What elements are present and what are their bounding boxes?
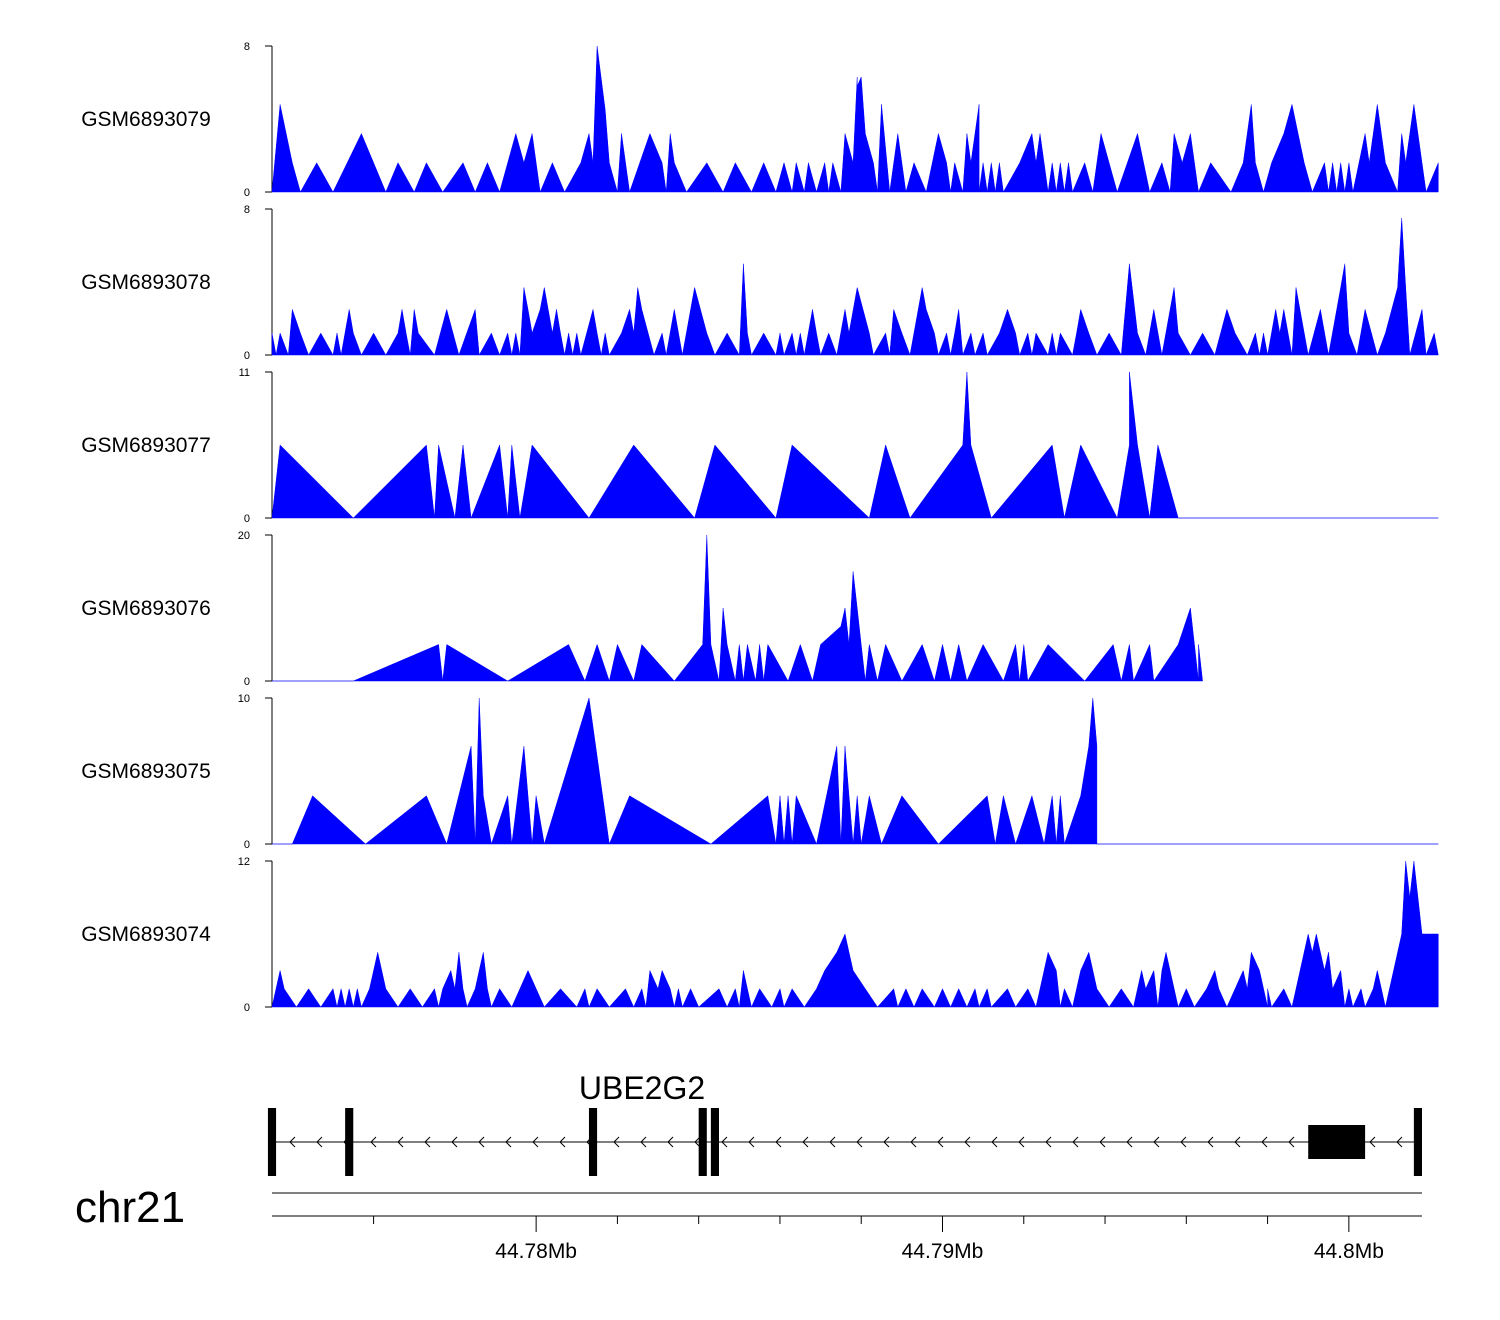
gene-exon xyxy=(698,1108,707,1176)
axis-tick-label: 44.78Mb xyxy=(495,1240,577,1263)
track-label: GSM6893076 xyxy=(81,597,211,620)
strand-chevron xyxy=(370,1136,377,1148)
track-GSM6893075: GSM6893075 10 0 xyxy=(81,693,1439,851)
track-y-tick-label: 0 xyxy=(244,1002,250,1014)
axis-tick-label: 44.79Mb xyxy=(902,1240,984,1263)
strand-chevron xyxy=(856,1136,863,1148)
track-y-tick-label: 0 xyxy=(244,350,250,362)
strand-chevron xyxy=(289,1136,296,1148)
strand-chevron xyxy=(775,1136,782,1148)
strand-chevron xyxy=(937,1136,944,1148)
axis-ticks: 44.78Mb 44.79Mb 44.8Mb xyxy=(373,1216,1384,1263)
strand-chevron xyxy=(1369,1136,1376,1148)
strand-chevron xyxy=(910,1136,917,1148)
strand-chevron xyxy=(532,1136,539,1148)
strand-chevron xyxy=(316,1136,323,1148)
strand-chevron xyxy=(613,1136,620,1148)
coverage-area xyxy=(271,860,1439,1008)
strand-chevron xyxy=(1045,1136,1052,1148)
strand-chevron xyxy=(964,1136,971,1148)
track-GSM6893074: GSM6893074 12 0 xyxy=(81,856,1439,1014)
track-y-tick-label: 12 xyxy=(238,856,250,868)
strand-chevron xyxy=(1099,1136,1106,1148)
gene-exon xyxy=(1413,1108,1422,1176)
track-GSM6893077: GSM6893077 11 0 xyxy=(81,367,1439,525)
strand-chevron xyxy=(1180,1136,1187,1148)
coverage-area xyxy=(271,371,1439,519)
strand-chevron xyxy=(1396,1136,1403,1148)
gene-exon xyxy=(267,1108,277,1176)
genome-axis: chr21 44.78Mb 44.79Mb 44.8Mb xyxy=(75,1183,1422,1263)
strand-chevron xyxy=(721,1136,728,1148)
coverage-tracks: GSM689307980GSM689307880GSM6893077110GSM… xyxy=(81,41,1439,1014)
gene-name-label: UBE2G2 xyxy=(579,1070,705,1106)
track-GSM6893079: GSM6893079 8 0 xyxy=(81,41,1439,199)
strand-chevron xyxy=(397,1136,404,1148)
track-y-tick-label: 0 xyxy=(244,513,250,525)
gene-model xyxy=(267,1108,1422,1176)
strand-chevron xyxy=(991,1136,998,1148)
track-label: GSM6893078 xyxy=(81,271,211,294)
gene-exon xyxy=(1308,1125,1366,1159)
strand-chevron xyxy=(694,1136,701,1148)
strand-chevron xyxy=(1126,1136,1133,1148)
track-GSM6893078: GSM6893078 8 0 xyxy=(81,204,1439,362)
strand-chevron xyxy=(1261,1136,1268,1148)
gene-exon xyxy=(345,1108,354,1176)
coverage-area xyxy=(271,45,1439,193)
track-y-tick-label: 0 xyxy=(244,676,250,688)
strand-chevron xyxy=(451,1136,458,1148)
track-label: GSM6893077 xyxy=(81,434,211,457)
strand-chevron xyxy=(424,1136,431,1148)
track-y-tick-label: 0 xyxy=(244,839,250,851)
gene-track: UBE2G2 xyxy=(267,1070,1422,1176)
gene-exon xyxy=(710,1108,719,1176)
gene-exon xyxy=(588,1108,598,1176)
axis-tick-label: 44.8Mb xyxy=(1314,1240,1384,1263)
track-y-tick-label: 0 xyxy=(244,187,250,199)
strand-chevron xyxy=(829,1136,836,1148)
strand-chevron xyxy=(1153,1136,1160,1148)
track-GSM6893076: GSM6893076 20 0 xyxy=(81,530,1203,688)
coverage-area xyxy=(271,218,1439,356)
strand-chevron xyxy=(1288,1136,1295,1148)
strand-chevron xyxy=(1234,1136,1241,1148)
strand-chevron xyxy=(640,1136,647,1148)
strand-chevron xyxy=(748,1136,755,1148)
strand-chevron xyxy=(1072,1136,1079,1148)
chromosome-label: chr21 xyxy=(75,1183,185,1232)
track-y-tick-label: 8 xyxy=(244,41,250,53)
strand-chevron xyxy=(478,1136,485,1148)
strand-chevron xyxy=(802,1136,809,1148)
coverage-area xyxy=(272,697,1439,845)
track-y-tick-label: 20 xyxy=(238,530,250,542)
strand-chevron xyxy=(883,1136,890,1148)
strand-chevron xyxy=(1207,1136,1214,1148)
strand-chevron xyxy=(1018,1136,1025,1148)
track-label: GSM6893079 xyxy=(81,108,211,131)
track-y-tick-label: 10 xyxy=(238,693,250,705)
track-label: GSM6893074 xyxy=(81,923,211,946)
track-y-tick-label: 8 xyxy=(244,204,250,216)
strand-chevron xyxy=(505,1136,512,1148)
strand-chevron xyxy=(559,1136,566,1148)
strand-chevron xyxy=(667,1136,674,1148)
track-y-tick-label: 11 xyxy=(239,367,250,379)
track-label: GSM6893075 xyxy=(81,760,211,783)
coverage-area xyxy=(272,534,1203,682)
